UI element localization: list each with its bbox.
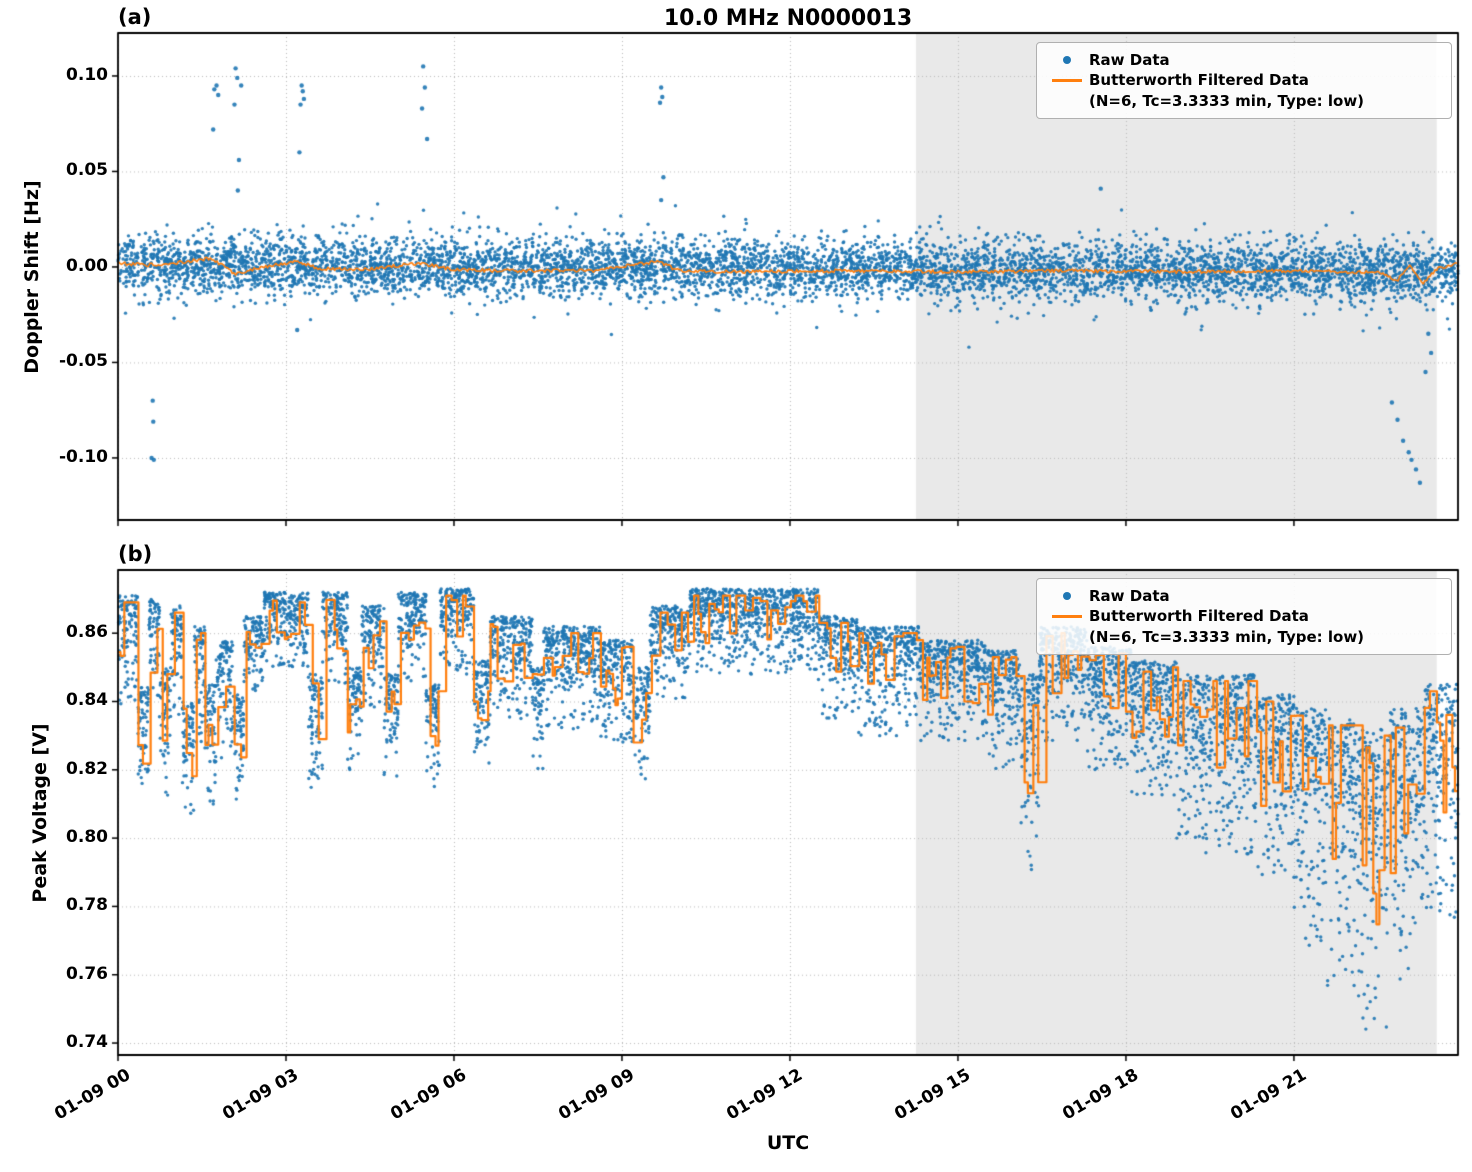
chart-canvas (0, 0, 1472, 1172)
figure: 10.0 MHz N0000013 (a) (b) Doppler Shift … (0, 0, 1472, 1172)
